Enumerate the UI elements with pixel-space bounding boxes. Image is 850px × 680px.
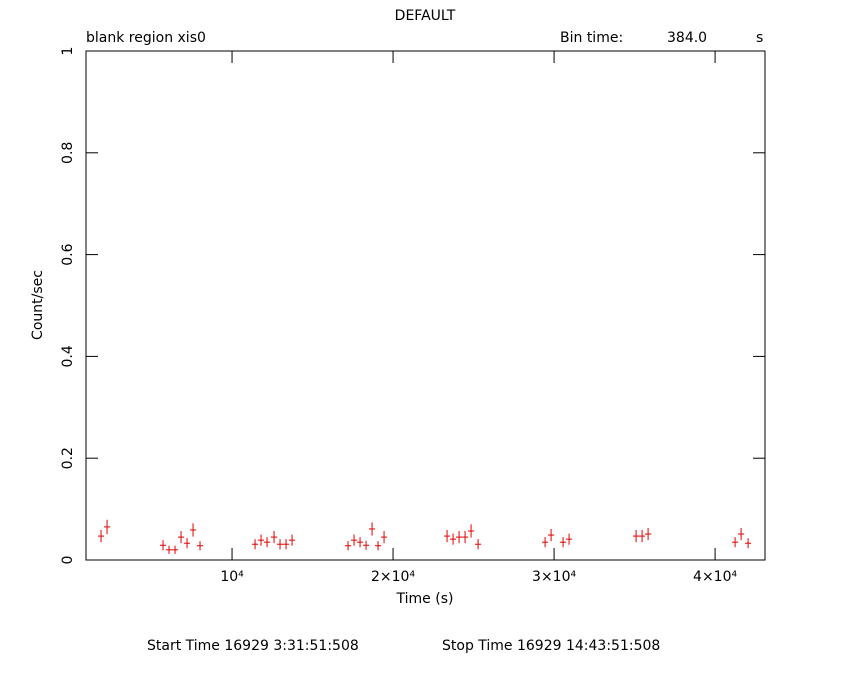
y-tick-label: 0.8 xyxy=(60,142,76,164)
y-tick-label: 1 xyxy=(60,47,76,56)
start-time: Start Time 16929 3:31:51:508 xyxy=(147,638,359,654)
y-tick-label: 0.4 xyxy=(60,345,76,367)
x-axis-label: Time (s) xyxy=(396,591,454,607)
y-tick-label: 0 xyxy=(60,556,76,565)
bin-time: 384.0 xyxy=(667,30,707,46)
y-tick-label: 0.6 xyxy=(60,243,76,265)
x-tick-label: 2×10⁴ xyxy=(371,569,415,585)
x-tick-label: 10⁴ xyxy=(220,569,244,585)
x-tick-label: 4×10⁴ xyxy=(693,569,737,585)
bin-time-unit: s xyxy=(756,30,763,46)
stop-time: Stop Time 16929 14:43:51:508 xyxy=(442,638,660,654)
plot-frame xyxy=(85,50,766,561)
y-axis-label: Count/sec xyxy=(30,270,46,340)
x-tick-label: 3×10⁴ xyxy=(532,569,576,585)
y-tick-label: 0.2 xyxy=(60,447,76,469)
chart-title: DEFAULT xyxy=(395,8,456,24)
subtitle: blank region xis0 xyxy=(86,30,206,46)
bin-time-label: Bin time: xyxy=(560,30,623,46)
